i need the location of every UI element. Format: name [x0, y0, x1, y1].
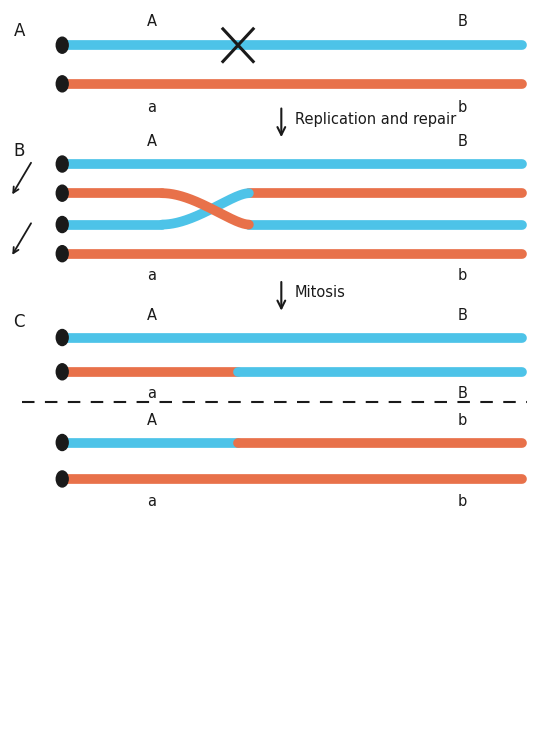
Text: a: a: [147, 386, 156, 402]
Text: B: B: [14, 142, 25, 160]
Circle shape: [56, 217, 68, 233]
Text: b: b: [458, 268, 467, 284]
Text: Replication and repair: Replication and repair: [295, 112, 456, 127]
Text: A: A: [147, 308, 156, 323]
Circle shape: [56, 76, 68, 92]
Text: b: b: [458, 494, 467, 509]
Circle shape: [56, 364, 68, 380]
Circle shape: [56, 330, 68, 346]
Circle shape: [56, 434, 68, 451]
Circle shape: [56, 246, 68, 262]
Text: a: a: [147, 100, 156, 115]
Circle shape: [56, 156, 68, 172]
Text: B: B: [458, 134, 467, 149]
Text: A: A: [147, 134, 156, 149]
Circle shape: [56, 471, 68, 487]
Text: b: b: [458, 413, 467, 428]
Text: a: a: [147, 494, 156, 509]
Text: C: C: [14, 313, 25, 331]
Circle shape: [56, 185, 68, 201]
Circle shape: [56, 37, 68, 53]
Text: A: A: [147, 413, 156, 428]
Text: B: B: [458, 308, 467, 323]
Text: b: b: [458, 100, 467, 115]
Text: A: A: [14, 22, 25, 39]
Text: a: a: [147, 268, 156, 284]
Text: B: B: [458, 14, 467, 29]
Text: A: A: [147, 14, 156, 29]
Text: Mitosis: Mitosis: [295, 285, 346, 300]
Text: B: B: [458, 386, 467, 402]
